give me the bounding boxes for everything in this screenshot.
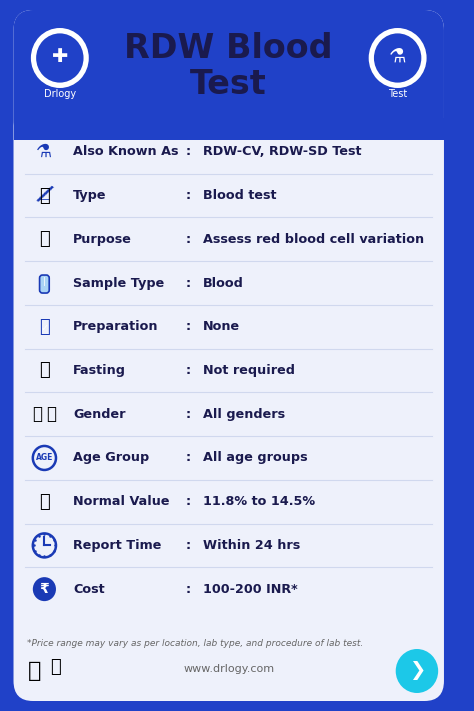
Circle shape <box>369 28 427 88</box>
Text: Fasting: Fasting <box>73 364 127 377</box>
Text: 🛡: 🛡 <box>39 318 50 336</box>
Text: Report Time: Report Time <box>73 539 162 552</box>
Text: 🍴: 🍴 <box>39 361 50 380</box>
Text: Normal Value: Normal Value <box>73 495 170 508</box>
Text: :: : <box>185 451 191 464</box>
Text: All age groups: All age groups <box>203 451 307 464</box>
Text: Sample Type: Sample Type <box>73 277 164 289</box>
FancyBboxPatch shape <box>39 275 49 293</box>
Text: :: : <box>185 320 191 333</box>
Circle shape <box>35 32 85 84</box>
Text: Gender: Gender <box>73 407 126 421</box>
Text: None: None <box>203 320 240 333</box>
Text: :: : <box>185 495 191 508</box>
Text: —: — <box>39 195 50 205</box>
Text: Test: Test <box>388 89 407 99</box>
Text: |: | <box>43 277 46 286</box>
Circle shape <box>396 649 438 693</box>
Text: ✓: ✓ <box>40 323 48 333</box>
Text: Blood test: Blood test <box>203 189 276 202</box>
Text: 💡: 💡 <box>39 230 50 248</box>
Text: Purpose: Purpose <box>73 232 132 246</box>
Text: /: / <box>35 181 54 206</box>
Text: 🧪: 🧪 <box>51 658 61 676</box>
Text: Assess red blood cell variation: Assess red blood cell variation <box>203 232 424 246</box>
Polygon shape <box>384 116 411 130</box>
Text: 🔍: 🔍 <box>28 661 41 681</box>
Text: Also Known As: Also Known As <box>73 145 179 159</box>
Text: Type: Type <box>73 189 107 202</box>
Circle shape <box>33 577 56 601</box>
Text: Drlogy: Drlogy <box>44 89 76 99</box>
Polygon shape <box>46 116 73 130</box>
Text: :: : <box>185 232 191 246</box>
FancyBboxPatch shape <box>14 10 444 140</box>
Text: :: : <box>185 189 191 202</box>
Text: 🚺: 🚺 <box>46 405 56 423</box>
Text: Preparation: Preparation <box>73 320 159 333</box>
Text: 🎯: 🎯 <box>39 493 50 510</box>
Circle shape <box>373 32 423 84</box>
Bar <box>14 118 444 140</box>
Text: ✚: ✚ <box>52 46 68 65</box>
Text: *Price range may vary as per location, lab type, and procedure of lab test.: *Price range may vary as per location, l… <box>27 638 363 648</box>
Text: 🔬: 🔬 <box>39 186 50 205</box>
Text: Not required: Not required <box>203 364 295 377</box>
Text: :: : <box>185 582 191 596</box>
Text: Cost: Cost <box>73 582 105 596</box>
Text: :: : <box>185 145 191 159</box>
Text: ⚗: ⚗ <box>389 46 406 65</box>
Text: 11.8% to 14.5%: 11.8% to 14.5% <box>203 495 315 508</box>
FancyBboxPatch shape <box>14 10 444 701</box>
Text: :: : <box>185 277 191 289</box>
Text: ₹: ₹ <box>40 582 49 596</box>
Text: AGE: AGE <box>36 454 53 462</box>
Text: :: : <box>185 539 191 552</box>
Circle shape <box>31 28 89 88</box>
Text: www.drlogy.com: www.drlogy.com <box>183 664 274 674</box>
Text: All genders: All genders <box>203 407 285 421</box>
Text: :: : <box>185 364 191 377</box>
Text: RDW-CV, RDW-SD Test: RDW-CV, RDW-SD Test <box>203 145 361 159</box>
Text: :: : <box>185 407 191 421</box>
Text: Within 24 hrs: Within 24 hrs <box>203 539 300 552</box>
Text: Age Group: Age Group <box>73 451 150 464</box>
Text: Blood: Blood <box>203 277 244 289</box>
Text: Test: Test <box>191 68 267 102</box>
Text: ❯: ❯ <box>409 661 425 680</box>
Text: ⚗: ⚗ <box>36 143 53 161</box>
Text: 100-200 INR*: 100-200 INR* <box>203 582 297 596</box>
Text: RDW Blood: RDW Blood <box>125 31 333 65</box>
Text: 🚹: 🚹 <box>33 405 43 423</box>
